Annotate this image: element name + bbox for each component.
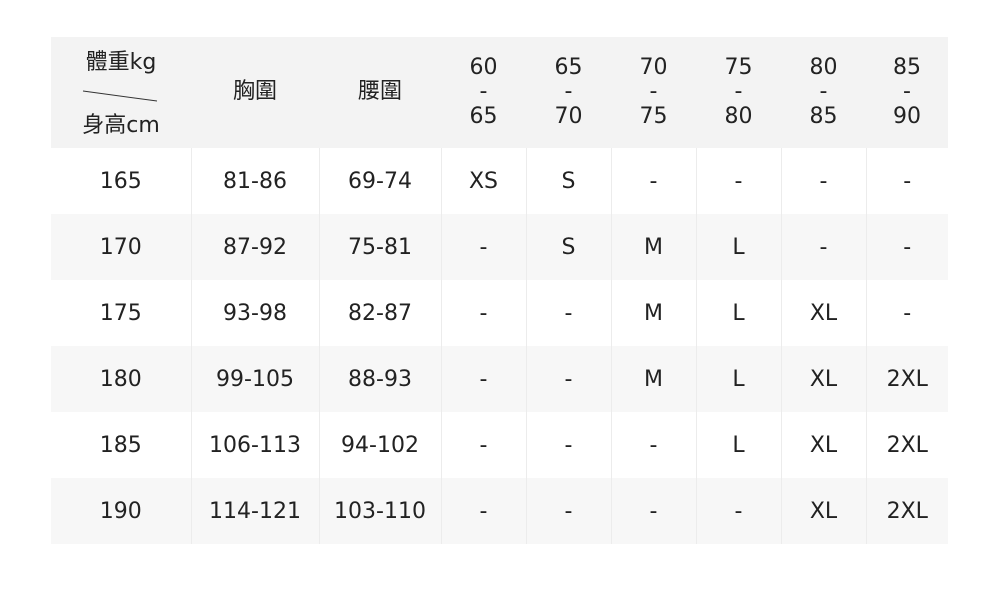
range-dash: - [819, 79, 828, 105]
table-cell: - [525, 412, 611, 478]
table-cell: M [610, 280, 696, 346]
table-cell: 93-98 [190, 280, 319, 346]
table-cell: XL [780, 280, 866, 346]
weight-from: 75 [724, 55, 753, 81]
weight-range-header: 85-90 [866, 37, 948, 148]
table-row: 175 93-98 82-87- - M L XL - [51, 280, 948, 346]
table-cell: 175 [99, 300, 142, 326]
diagonal-divider [82, 90, 158, 102]
range-dash: - [734, 79, 743, 105]
table-cell: - [865, 214, 948, 280]
table-cell: - [695, 148, 781, 214]
table-cell: XS [440, 148, 526, 214]
table-cell: - [695, 478, 781, 544]
table-cell: - [525, 280, 611, 346]
table-cell: - [525, 478, 611, 544]
table-cell: 94-102 [318, 412, 441, 478]
table-cell: 75-81 [318, 214, 441, 280]
table-row: 180 99-105 88-93- - M L XL 2XL [51, 346, 948, 412]
weight-to: 65 [469, 103, 498, 129]
weight-label: 體重kg [85, 50, 157, 75]
table-cell: - [610, 412, 696, 478]
table-cell: - [610, 478, 696, 544]
table-cell: 165 [99, 168, 142, 194]
table-cell: 69-74 [318, 148, 441, 214]
range-dash: - [564, 79, 573, 105]
height-label: 身高cm [82, 112, 160, 138]
range-dash: - [479, 79, 488, 105]
table-cell: 99-105 [190, 346, 319, 412]
table-cell: 114-121 [190, 478, 319, 544]
header-row: 體重kg 身高cm 胸圍 腰圍 60-65 65-70 70-75 75-80 80-8… [51, 37, 948, 148]
table-cell: 2XL [865, 412, 948, 478]
table-cell: - [440, 214, 526, 280]
weight-to: 80 [724, 103, 753, 129]
table-cell: 82-87 [318, 280, 441, 346]
weight-to: 75 [639, 103, 668, 129]
corner-header: 體重kg 身高cm [51, 37, 191, 148]
table-row: 165 81-86 69-74 XS S - - - - [51, 148, 948, 214]
table-cell: - [780, 214, 866, 280]
table-cell: M [610, 214, 696, 280]
table-cell: XL [780, 478, 866, 544]
table-cell: XL [780, 346, 866, 412]
table-cell: L [695, 214, 781, 280]
table-row: 185 106-113 94-102- - - L XL 2XL [51, 412, 948, 478]
table-cell: M [610, 346, 696, 412]
table-cell: - [440, 280, 526, 346]
table-cell: S [525, 148, 611, 214]
weight-to: 85 [809, 103, 838, 129]
weight-range-header: 65-70 [526, 37, 611, 148]
range-dash: - [649, 79, 658, 105]
table-cell: - [780, 148, 866, 214]
table-cell: 2XL [865, 346, 948, 412]
table-cell: L [695, 280, 781, 346]
weight-range-header: 80-85 [781, 37, 866, 148]
table-cell: L [695, 412, 781, 478]
table-cell: - [440, 346, 526, 412]
weight-from: 60 [469, 55, 498, 81]
weight-from: 80 [809, 55, 838, 81]
table-cell: - [865, 148, 948, 214]
table-cell: 103-110 [318, 478, 441, 544]
table-row: 190 114-121 103-110- - - - XL 2XL [51, 478, 948, 544]
size-chart-table: 體重kg 身高cm 胸圍 腰圍 60-65 65-70 70-75 75-80 80-8… [51, 37, 948, 544]
table-cell: - [440, 412, 526, 478]
table-cell: 87-92 [190, 214, 319, 280]
weight-from: 85 [893, 55, 921, 81]
table-cell: - [440, 478, 526, 544]
weight-range-header: 75-80 [696, 37, 781, 148]
table-cell: 88-93 [318, 346, 441, 412]
table-cell: 81-86 [190, 148, 319, 214]
table-cell: - [610, 148, 696, 214]
table-cell: 190 [51, 478, 191, 544]
table-cell: 170 [51, 214, 191, 280]
table-cell: 106-113 [190, 412, 319, 478]
table-cell: 180 [51, 346, 191, 412]
table-cell: XL [780, 412, 866, 478]
table-cell: 185 [99, 432, 142, 458]
table-cell: - [865, 280, 948, 346]
range-dash: - [903, 79, 911, 105]
table-cell: L [695, 346, 781, 412]
weight-from: 70 [639, 55, 668, 81]
table-cell: S [525, 214, 611, 280]
table-cell: 2XL [865, 478, 948, 544]
table-row: 170 87-92 75-81- S M L - - [51, 214, 948, 280]
weight-range-header: 70-75 [611, 37, 696, 148]
weight-from: 65 [554, 55, 583, 81]
weight-to: 90 [893, 103, 921, 129]
table-cell: - [525, 346, 611, 412]
waist-header: 腰圍 [319, 37, 441, 148]
weight-to: 70 [554, 103, 583, 129]
weight-range-header: 60-65 [441, 37, 526, 148]
chest-header: 胸圍 [191, 37, 319, 148]
